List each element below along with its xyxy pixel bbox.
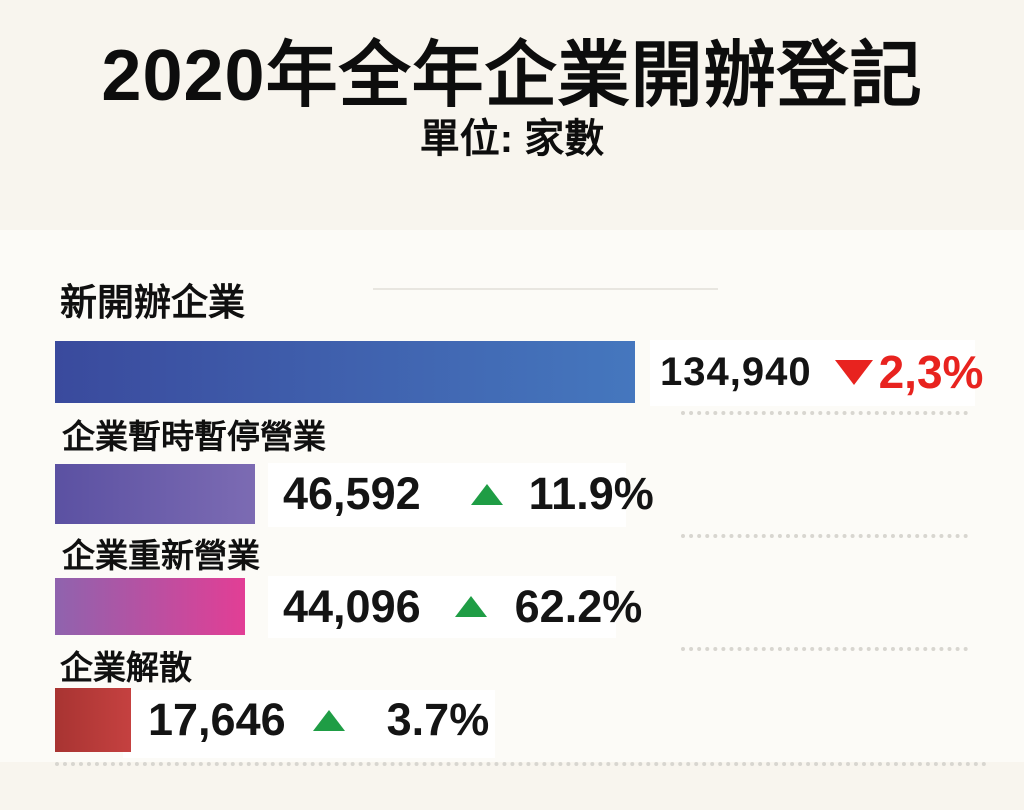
dotted-separator bbox=[681, 647, 968, 651]
category-label-dissolved: 企業解散 bbox=[60, 649, 192, 686]
category-label-new-registrations: 新開辦企業 bbox=[60, 282, 245, 323]
bar-temporarily-suspended bbox=[55, 464, 255, 524]
dotted-separator bbox=[681, 534, 968, 538]
value-row: 134,940 2,3% bbox=[660, 341, 983, 403]
change-percent-label: 62.2% bbox=[514, 580, 643, 632]
triangle-down-icon bbox=[834, 359, 873, 385]
bar-dissolved bbox=[55, 688, 131, 752]
value-row: 46,592 11.9% bbox=[283, 464, 654, 524]
change-percent-label: 2,3% bbox=[878, 346, 984, 398]
value-backdrop bbox=[268, 576, 616, 638]
page-subtitle: 單位: 家數 bbox=[419, 117, 605, 161]
category-label-temporarily-suspended: 企業暫時暫停營業 bbox=[62, 418, 326, 455]
value-backdrop bbox=[650, 340, 975, 406]
dotted-separator-bottom bbox=[55, 762, 987, 766]
category-label-reopened: 企業重新營業 bbox=[62, 537, 260, 574]
value-label: 44,096 bbox=[283, 580, 421, 632]
value-row: 44,096 62.2% bbox=[283, 578, 642, 635]
value-row: 17,646 3.7% bbox=[148, 688, 489, 752]
value-label: 46,592 bbox=[283, 468, 421, 519]
change-percent-label: 11.9% bbox=[528, 468, 654, 519]
triangle-up-icon bbox=[454, 596, 487, 617]
dotted-separator bbox=[681, 411, 968, 415]
page-title: 2020年全年企業開辦登記 bbox=[101, 36, 923, 116]
bar-new-registrations bbox=[55, 341, 635, 403]
value-label: 17,646 bbox=[148, 694, 286, 745]
bar-reopened bbox=[55, 578, 245, 635]
triangle-up-icon bbox=[312, 709, 345, 731]
change-percent-label: 3.7% bbox=[386, 694, 490, 745]
triangle-up-icon bbox=[470, 483, 503, 505]
value-backdrop bbox=[268, 463, 626, 527]
value-backdrop bbox=[123, 690, 495, 758]
divider-line bbox=[373, 288, 718, 290]
value-label: 134,940 bbox=[660, 349, 812, 394]
